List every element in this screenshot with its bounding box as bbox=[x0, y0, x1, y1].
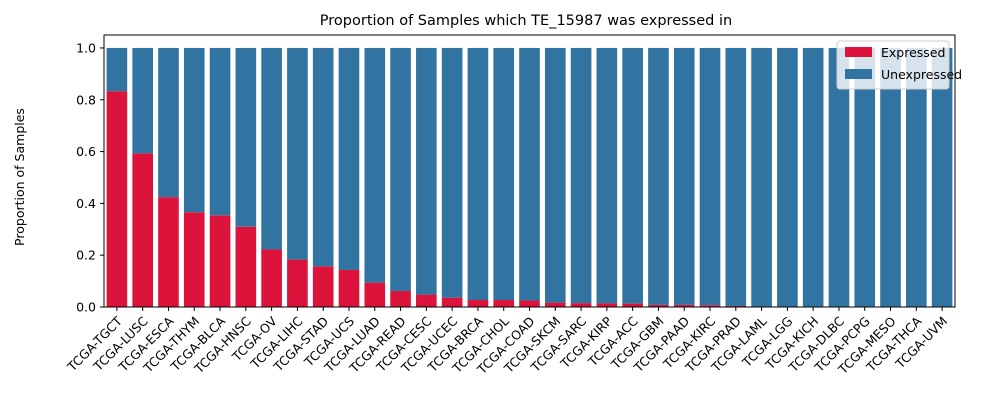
x-axis: TCGA-TGCTTCGA-LUSCTCGA-ESCATCGA-THYMTCGA… bbox=[64, 307, 950, 378]
expressed-bar-tcga-ucs bbox=[338, 269, 360, 307]
unexpressed-bar-tcga-acc bbox=[622, 47, 643, 304]
expressed-bar-tcga-gbm bbox=[648, 304, 669, 307]
expressed-bar-tcga-acc bbox=[622, 303, 643, 307]
unexpressed-bar-tcga-uvm bbox=[931, 47, 953, 307]
expressed-bar-tcga-coad bbox=[519, 300, 540, 307]
unexpressed-bar-tcga-ucs bbox=[338, 47, 360, 270]
expressed-bar-tcga-blca bbox=[209, 215, 231, 307]
expressed-bar-tcga-thym bbox=[183, 212, 205, 307]
expressed-bar-tcga-read bbox=[390, 290, 411, 307]
unexpressed-bar-tcga-hnsc bbox=[235, 47, 257, 227]
unexpressed-bar-tcga-lgg bbox=[777, 47, 798, 307]
unexpressed-bar-tcga-thym bbox=[183, 47, 205, 213]
unexpressed-bar-tcga-stad bbox=[312, 47, 334, 267]
unexpressed-bar-tcga-coad bbox=[519, 47, 540, 301]
unexpressed-bar-tcga-blca bbox=[209, 47, 231, 216]
expressed-bar-tcga-kirc bbox=[699, 305, 721, 307]
expressed-bar-tcga-hnsc bbox=[235, 226, 257, 307]
unexpressed-bar-tcga-luad bbox=[364, 47, 386, 283]
unexpressed-bar-tcga-cesc bbox=[416, 47, 437, 295]
expressed-bar-tcga-kirp bbox=[596, 303, 618, 307]
y-tick-label: 0.8 bbox=[76, 92, 96, 107]
unexpressed-bar-tcga-prad bbox=[725, 47, 747, 306]
unexpressed-bar-tcga-thca bbox=[906, 47, 927, 307]
expressed-bar-tcga-brca bbox=[467, 300, 489, 307]
expressed-bar-tcga-ov bbox=[261, 249, 282, 307]
unexpressed-bar-tcga-lusc bbox=[132, 47, 153, 154]
legend-label-unexpressed: Unexpressed bbox=[881, 67, 962, 82]
expressed-bar-tcga-lusc bbox=[132, 153, 153, 307]
unexpressed-bar-tcga-gbm bbox=[648, 47, 669, 305]
unexpressed-bar-tcga-pcpg bbox=[854, 47, 876, 307]
legend-swatch-expressed bbox=[845, 47, 872, 57]
expressed-bar-tcga-tgct bbox=[106, 91, 128, 308]
expressed-bar-tcga-ucec bbox=[441, 297, 463, 307]
unexpressed-bar-tcga-paad bbox=[673, 47, 695, 305]
unexpressed-bar-tcga-meso bbox=[880, 47, 901, 307]
y-tick-label: 0.0 bbox=[76, 300, 96, 315]
expressed-bar-tcga-stad bbox=[312, 266, 334, 307]
unexpressed-bar-tcga-kirc bbox=[699, 47, 721, 306]
expressed-bar-tcga-skcm bbox=[544, 302, 566, 307]
y-tick-label: 1.0 bbox=[76, 40, 96, 55]
expressed-bar-tcga-esca bbox=[158, 197, 179, 307]
unexpressed-bar-tcga-esca bbox=[158, 47, 179, 198]
expressed-bar-tcga-prad bbox=[725, 305, 747, 307]
unexpressed-bar-tcga-sarc bbox=[570, 47, 592, 304]
unexpressed-bar-tcga-brca bbox=[467, 47, 489, 301]
legend-swatch-unexpressed bbox=[845, 69, 872, 79]
unexpressed-bar-tcga-chol bbox=[493, 47, 515, 301]
plot-area bbox=[103, 34, 956, 308]
unexpressed-bar-tcga-laml bbox=[751, 47, 772, 307]
legend: Expressed Unexpressed bbox=[836, 40, 962, 90]
unexpressed-bar-tcga-ov bbox=[261, 47, 282, 250]
unexpressed-bar-tcga-lihc bbox=[287, 47, 308, 260]
unexpressed-bar-tcga-kich bbox=[802, 47, 824, 307]
legend-label-expressed: Expressed bbox=[881, 45, 945, 60]
unexpressed-bar-tcga-kirp bbox=[596, 47, 618, 304]
chart-title: Proportion of Samples which TE_15987 was… bbox=[320, 13, 732, 29]
expressed-bar-tcga-sarc bbox=[570, 303, 592, 307]
expressed-bar-tcga-chol bbox=[493, 300, 515, 307]
y-axis: 0.0 0.2 0.4 0.6 0.8 1.0 bbox=[76, 40, 104, 315]
y-tick-label: 0.4 bbox=[76, 196, 96, 211]
expressed-bar-tcga-cesc bbox=[416, 294, 437, 307]
unexpressed-bar-tcga-dlbc bbox=[828, 47, 850, 307]
y-tick-label: 0.2 bbox=[76, 248, 96, 263]
unexpressed-bar-tcga-read bbox=[390, 47, 411, 291]
y-tick-label: 0.6 bbox=[76, 144, 96, 159]
expressed-bar-tcga-luad bbox=[364, 282, 386, 307]
y-axis-label: Proportion of Samples bbox=[12, 108, 27, 246]
unexpressed-bar-tcga-tgct bbox=[106, 47, 128, 92]
unexpressed-bar-tcga-ucec bbox=[441, 47, 463, 298]
expressed-bar-tcga-paad bbox=[673, 304, 695, 307]
expressed-bar-tcga-lihc bbox=[287, 259, 308, 307]
unexpressed-bar-tcga-skcm bbox=[544, 47, 566, 303]
